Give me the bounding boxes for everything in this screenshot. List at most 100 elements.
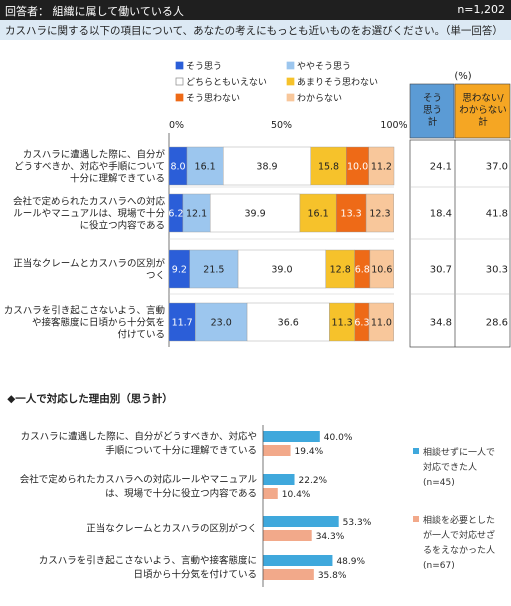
data-label: 23.0 [211, 318, 232, 329]
summary-header-label: 思う [423, 105, 442, 116]
bar [263, 530, 312, 541]
bar-segment [365, 193, 394, 233]
legend-swatch [413, 448, 419, 454]
summary-header-box [409, 83, 455, 139]
summary-value: 30.3 [486, 265, 508, 276]
data-label: 21.5 [203, 265, 224, 276]
category-label: 会社で定められたカスハラへの対応 [13, 196, 166, 208]
data-label: 13.3 [341, 209, 362, 220]
summary-value: 41.8 [486, 209, 508, 220]
legend-swatch [413, 516, 419, 522]
data-label: 6.3 [354, 318, 369, 329]
data-label: 11.3 [332, 318, 353, 329]
group-category-label: は、現場で十分に役立つ内容である [105, 488, 257, 500]
legend-label: が一人で対応せざ [423, 529, 495, 541]
legend-label: そう思う [186, 61, 222, 72]
legend-swatch [286, 61, 295, 70]
bar-segment [368, 146, 395, 186]
data-label: 9.2 [172, 265, 187, 276]
legend-label: 対応できた人 [423, 461, 477, 473]
legend-label: (n=45) [423, 478, 455, 488]
bar-segment [209, 193, 301, 233]
category-label: 十分に理解できている [70, 173, 165, 185]
x-tick-label: 50% [271, 120, 292, 131]
bar-segment [329, 302, 356, 342]
category-label: ルールやマニュアルは、現場で十分 [13, 208, 165, 220]
bar-segment [368, 302, 394, 342]
data-label: 10.6 [371, 265, 392, 276]
category-label: に役立つ内容である [80, 220, 165, 232]
summary-header-label: わからない [459, 105, 507, 116]
data-label: 35.8% [318, 571, 347, 581]
summary-header-box [454, 83, 511, 139]
legend-label: あまりそう思わない [297, 77, 378, 88]
group-category-label: カスハラに遭遇した際に、自分がどうすべきか、対応や [21, 431, 257, 443]
data-label: 10.4% [282, 490, 311, 500]
bar-segment [223, 146, 311, 186]
bar-segment [195, 302, 248, 342]
data-label: 38.9 [256, 162, 277, 173]
data-label: 12.8 [330, 265, 351, 276]
legend-label: 相談を必要とした [423, 514, 495, 526]
data-label: 48.9% [336, 557, 365, 567]
bar-segment [186, 146, 224, 186]
data-label: 6.8 [355, 265, 370, 276]
summary-value: 30.7 [430, 265, 452, 276]
bar-segment [369, 249, 394, 289]
group-category-label: 正当なクレームとカスハラの区別がつく [86, 523, 257, 535]
percent-unit: (%) [454, 71, 471, 82]
data-label: 11.2 [371, 162, 392, 173]
summary-value: 18.4 [430, 209, 452, 220]
category-label: 付けている [117, 330, 165, 341]
legend-swatch [286, 93, 295, 102]
legend-label: そう思わない [186, 93, 240, 104]
bar-segment [299, 193, 337, 233]
data-label: 11.0 [371, 318, 392, 329]
question-bar: カスハラに関する以下の項目について、あなたの考えにもっとも近いものをお選びくださ… [0, 20, 511, 40]
summary-header-label: そう [423, 93, 442, 104]
category-label: つく [146, 271, 165, 282]
data-label: 19.4% [295, 447, 324, 457]
data-label: 6.2 [168, 209, 183, 220]
respondent-label: 回答者： 組織に属して働いている人 [5, 5, 184, 18]
section-title: ◆一人で対応した理由別（思う計） [7, 392, 173, 405]
summary-value: 24.1 [430, 162, 452, 173]
legend-label: どちらともいえない [186, 77, 267, 88]
bar [263, 555, 333, 566]
question-text: カスハラに関する以下の項目について、あなたの考えにもっとも近いものをお選びくださ… [5, 25, 503, 37]
legend-swatch [175, 77, 184, 86]
bar-segment [237, 249, 327, 289]
data-label: 39.9 [244, 209, 265, 220]
group-category-label: 手順について十分に理解できている [105, 445, 257, 457]
bar [263, 474, 295, 485]
legend-swatch [286, 77, 295, 86]
legend-label: ややそう思う [297, 61, 351, 72]
summary-header-label: 計 [478, 116, 488, 128]
data-label: 12.3 [369, 209, 390, 220]
data-label: 40.0% [324, 433, 353, 443]
data-label: 12.1 [186, 209, 207, 220]
summary-value: 34.8 [430, 318, 452, 329]
legend-swatch [175, 61, 184, 70]
group-category-label: カスハラを引き起こさないよう、言動や接客態度に [39, 555, 257, 567]
category-label: カスハラを引き起こさないよう、言動 [4, 305, 165, 317]
sample-size: n=1,202 [457, 3, 505, 16]
summary-value: 28.6 [486, 318, 508, 329]
bar [263, 516, 339, 527]
group-category-label: 会社で定められたカスハラへの対応ルールやマニュアル [20, 474, 258, 486]
legend-label: (n=67) [423, 561, 455, 571]
bar [263, 569, 314, 580]
x-tick-label: 100% [380, 120, 407, 131]
bar-segment [246, 302, 330, 342]
bar [263, 445, 291, 456]
bar [263, 431, 320, 442]
data-label: 53.3% [343, 518, 372, 528]
data-label: 36.6 [278, 318, 299, 329]
legend-swatch [175, 93, 184, 102]
legend-label: わからない [297, 93, 342, 104]
data-label: 8.0 [170, 162, 185, 173]
data-label: 39.0 [271, 265, 292, 276]
legend-label: 相談せずに一人で [423, 446, 495, 458]
bar-segment [335, 193, 367, 233]
